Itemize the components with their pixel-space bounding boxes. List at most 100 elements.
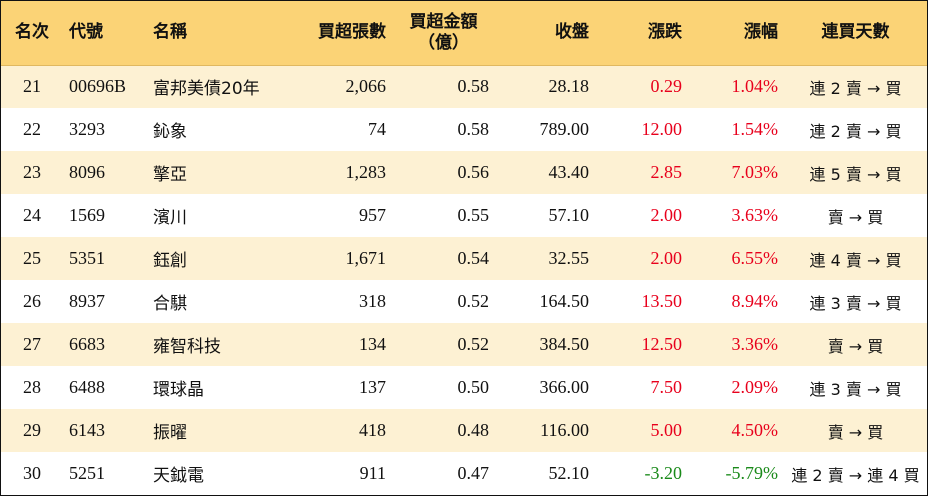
- net-buy-shares-cell: 1,671: [345, 248, 387, 268]
- percent-change-cell: 4.50%: [731, 420, 779, 440]
- net-buy-amount-cell: 0.50: [457, 377, 490, 397]
- price-change-cell: 12.00: [641, 119, 683, 139]
- table-row: 21 00696B 富邦美債20年 2,066 0.58 28.18 0.29 1.04% 連 …: [1, 65, 927, 108]
- header-pct: 漲幅: [688, 1, 784, 66]
- buy-streak-cell: 連 2 賣 → 買: [809, 78, 902, 98]
- price-change-cell: -3.20: [644, 463, 683, 483]
- net-buy-shares-cell: 318: [359, 291, 386, 311]
- rank-cell: 30: [23, 463, 41, 483]
- net-buy-shares-cell: 2,066: [345, 76, 387, 97]
- stock-name-cell: 富邦美債20年: [153, 79, 260, 100]
- rank-cell: 27: [23, 334, 41, 354]
- code-cell: 3293: [69, 119, 105, 139]
- close-price-cell: 52.10: [548, 463, 590, 483]
- buy-streak-cell: 賣 → 買: [827, 336, 884, 356]
- percent-change-cell: 2.09%: [731, 377, 779, 397]
- table-row: 25 5351 鈺創 1,671 0.54 32.55 2.00 6.55% 連 4 賣 → 買: [1, 237, 927, 280]
- close-price-cell: 366.00: [539, 377, 590, 397]
- rank-cell: 25: [23, 248, 41, 268]
- close-price-cell: 116.00: [540, 420, 589, 440]
- rank-cell: 24: [23, 205, 41, 225]
- net-buy-amount-cell: 0.55: [457, 205, 490, 225]
- percent-change-cell: -5.79%: [725, 463, 779, 483]
- net-buy-shares-cell: 74: [368, 119, 386, 139]
- close-price-cell: 28.18: [548, 76, 590, 97]
- stock-name-cell: 天鉞電: [153, 466, 204, 486]
- net-buy-amount-cell: 0.48: [457, 420, 490, 440]
- net-buy-shares-cell: 134: [359, 334, 386, 354]
- rank-cell: 26: [23, 291, 41, 311]
- code-cell: 00696B: [69, 76, 127, 97]
- header-shares: 買超張數: [287, 1, 392, 66]
- table-row: 28 6488 環球晶 137 0.50 366.00 7.50 2.09% 連 3 賣 → 買: [1, 366, 927, 409]
- code-cell: 6683: [69, 334, 105, 354]
- table-row: 27 6683 雍智科技 134 0.52 384.50 12.50 3.36% 賣 → 買: [1, 323, 927, 366]
- rank-cell: 21: [23, 76, 41, 97]
- stock-name-cell: 振曜: [153, 423, 187, 443]
- net-buy-shares-cell: 418: [359, 420, 386, 440]
- header-change: 漲跌: [595, 1, 688, 66]
- header-code: 代號: [63, 1, 147, 66]
- stock-name-cell: 雍智科技: [153, 337, 221, 357]
- net-buy-shares-cell: 911: [359, 463, 386, 483]
- close-price-cell: 384.50: [539, 334, 590, 354]
- price-change-cell: 2.00: [650, 248, 683, 268]
- stock-name-cell: 環球晶: [153, 380, 204, 400]
- code-cell: 8096: [69, 162, 105, 182]
- table-body: 21 00696B 富邦美債20年 2,066 0.58 28.18 0.29 1.04% 連 …: [1, 65, 927, 495]
- price-change-cell: 12.50: [641, 334, 683, 354]
- stock-name-cell: 擎亞: [153, 165, 187, 185]
- close-price-cell: 32.55: [548, 248, 590, 268]
- net-buy-amount-cell: 0.56: [457, 162, 490, 182]
- net-buy-amount-cell: 0.47: [457, 463, 490, 483]
- table-row: 22 3293 鈊象 74 0.58 789.00 12.00 1.54% 連 2 賣 → 買: [1, 108, 927, 151]
- stock-name-cell: 鈊象: [153, 122, 187, 142]
- table-row: 24 1569 濱川 957 0.55 57.10 2.00 3.63% 賣 → 買: [1, 194, 927, 237]
- table-row: 26 8937 合騏 318 0.52 164.50 13.50 8.94% 連 3 賣 → 買: [1, 280, 927, 323]
- close-price-cell: 43.40: [548, 162, 590, 182]
- net-buy-amount-cell: 0.58: [457, 119, 490, 139]
- header-rank: 名次: [1, 1, 63, 66]
- table-row: 29 6143 振曜 418 0.48 116.00 5.00 4.50% 賣 → 買: [1, 409, 927, 452]
- net-buy-amount-cell: 0.58: [457, 76, 490, 97]
- table-header-row: 名次 代號 名稱 買超張數 買超金額 （億） 收盤 漲跌 漲幅 連買天數: [1, 1, 927, 66]
- price-change-cell: 0.29: [650, 76, 683, 97]
- rank-cell: 23: [23, 162, 41, 182]
- header-close: 收盤: [495, 1, 595, 66]
- percent-change-cell: 6.55%: [731, 248, 779, 268]
- price-change-cell: 13.50: [641, 291, 683, 311]
- net-buy-shares-cell: 1,283: [345, 162, 387, 182]
- buy-streak-cell: 連 3 賣 → 買: [809, 293, 902, 313]
- close-price-cell: 789.00: [539, 119, 590, 139]
- code-cell: 1569: [69, 205, 105, 225]
- price-change-cell: 2.85: [650, 162, 683, 182]
- rank-cell: 28: [23, 377, 41, 397]
- code-cell: 5351: [69, 248, 105, 268]
- table-row: 23 8096 擎亞 1,283 0.56 43.40 2.85 7.03% 連 5 賣 → 買: [1, 151, 927, 194]
- buy-streak-cell: 連 2 賣 → 連 4 買: [791, 465, 920, 485]
- percent-change-cell: 3.36%: [731, 334, 779, 354]
- net-buy-shares-cell: 957: [359, 205, 386, 225]
- percent-change-cell: 3.63%: [731, 205, 779, 225]
- code-cell: 6488: [69, 377, 105, 397]
- percent-change-cell: 1.54%: [731, 119, 779, 139]
- code-cell: 5251: [69, 463, 105, 483]
- buy-streak-cell: 連 2 賣 → 買: [809, 121, 902, 141]
- price-change-cell: 7.50: [650, 377, 683, 397]
- buy-streak-cell: 連 3 賣 → 買: [809, 379, 902, 399]
- stock-name-cell: 合騏: [153, 294, 187, 314]
- net-buy-amount-cell: 0.54: [457, 248, 490, 268]
- code-cell: 6143: [69, 420, 105, 440]
- percent-change-cell: 7.03%: [731, 162, 779, 182]
- rank-cell: 22: [23, 119, 41, 139]
- buy-streak-cell: 賣 → 買: [827, 422, 884, 442]
- percent-change-cell: 8.94%: [731, 291, 779, 311]
- header-streak: 連買天數: [784, 1, 927, 66]
- stock-name-cell: 濱川: [153, 208, 187, 228]
- header-name: 名稱: [147, 1, 287, 66]
- price-change-cell: 5.00: [650, 420, 683, 440]
- buy-streak-cell: 連 4 賣 → 買: [809, 250, 902, 270]
- close-price-cell: 57.10: [548, 205, 590, 225]
